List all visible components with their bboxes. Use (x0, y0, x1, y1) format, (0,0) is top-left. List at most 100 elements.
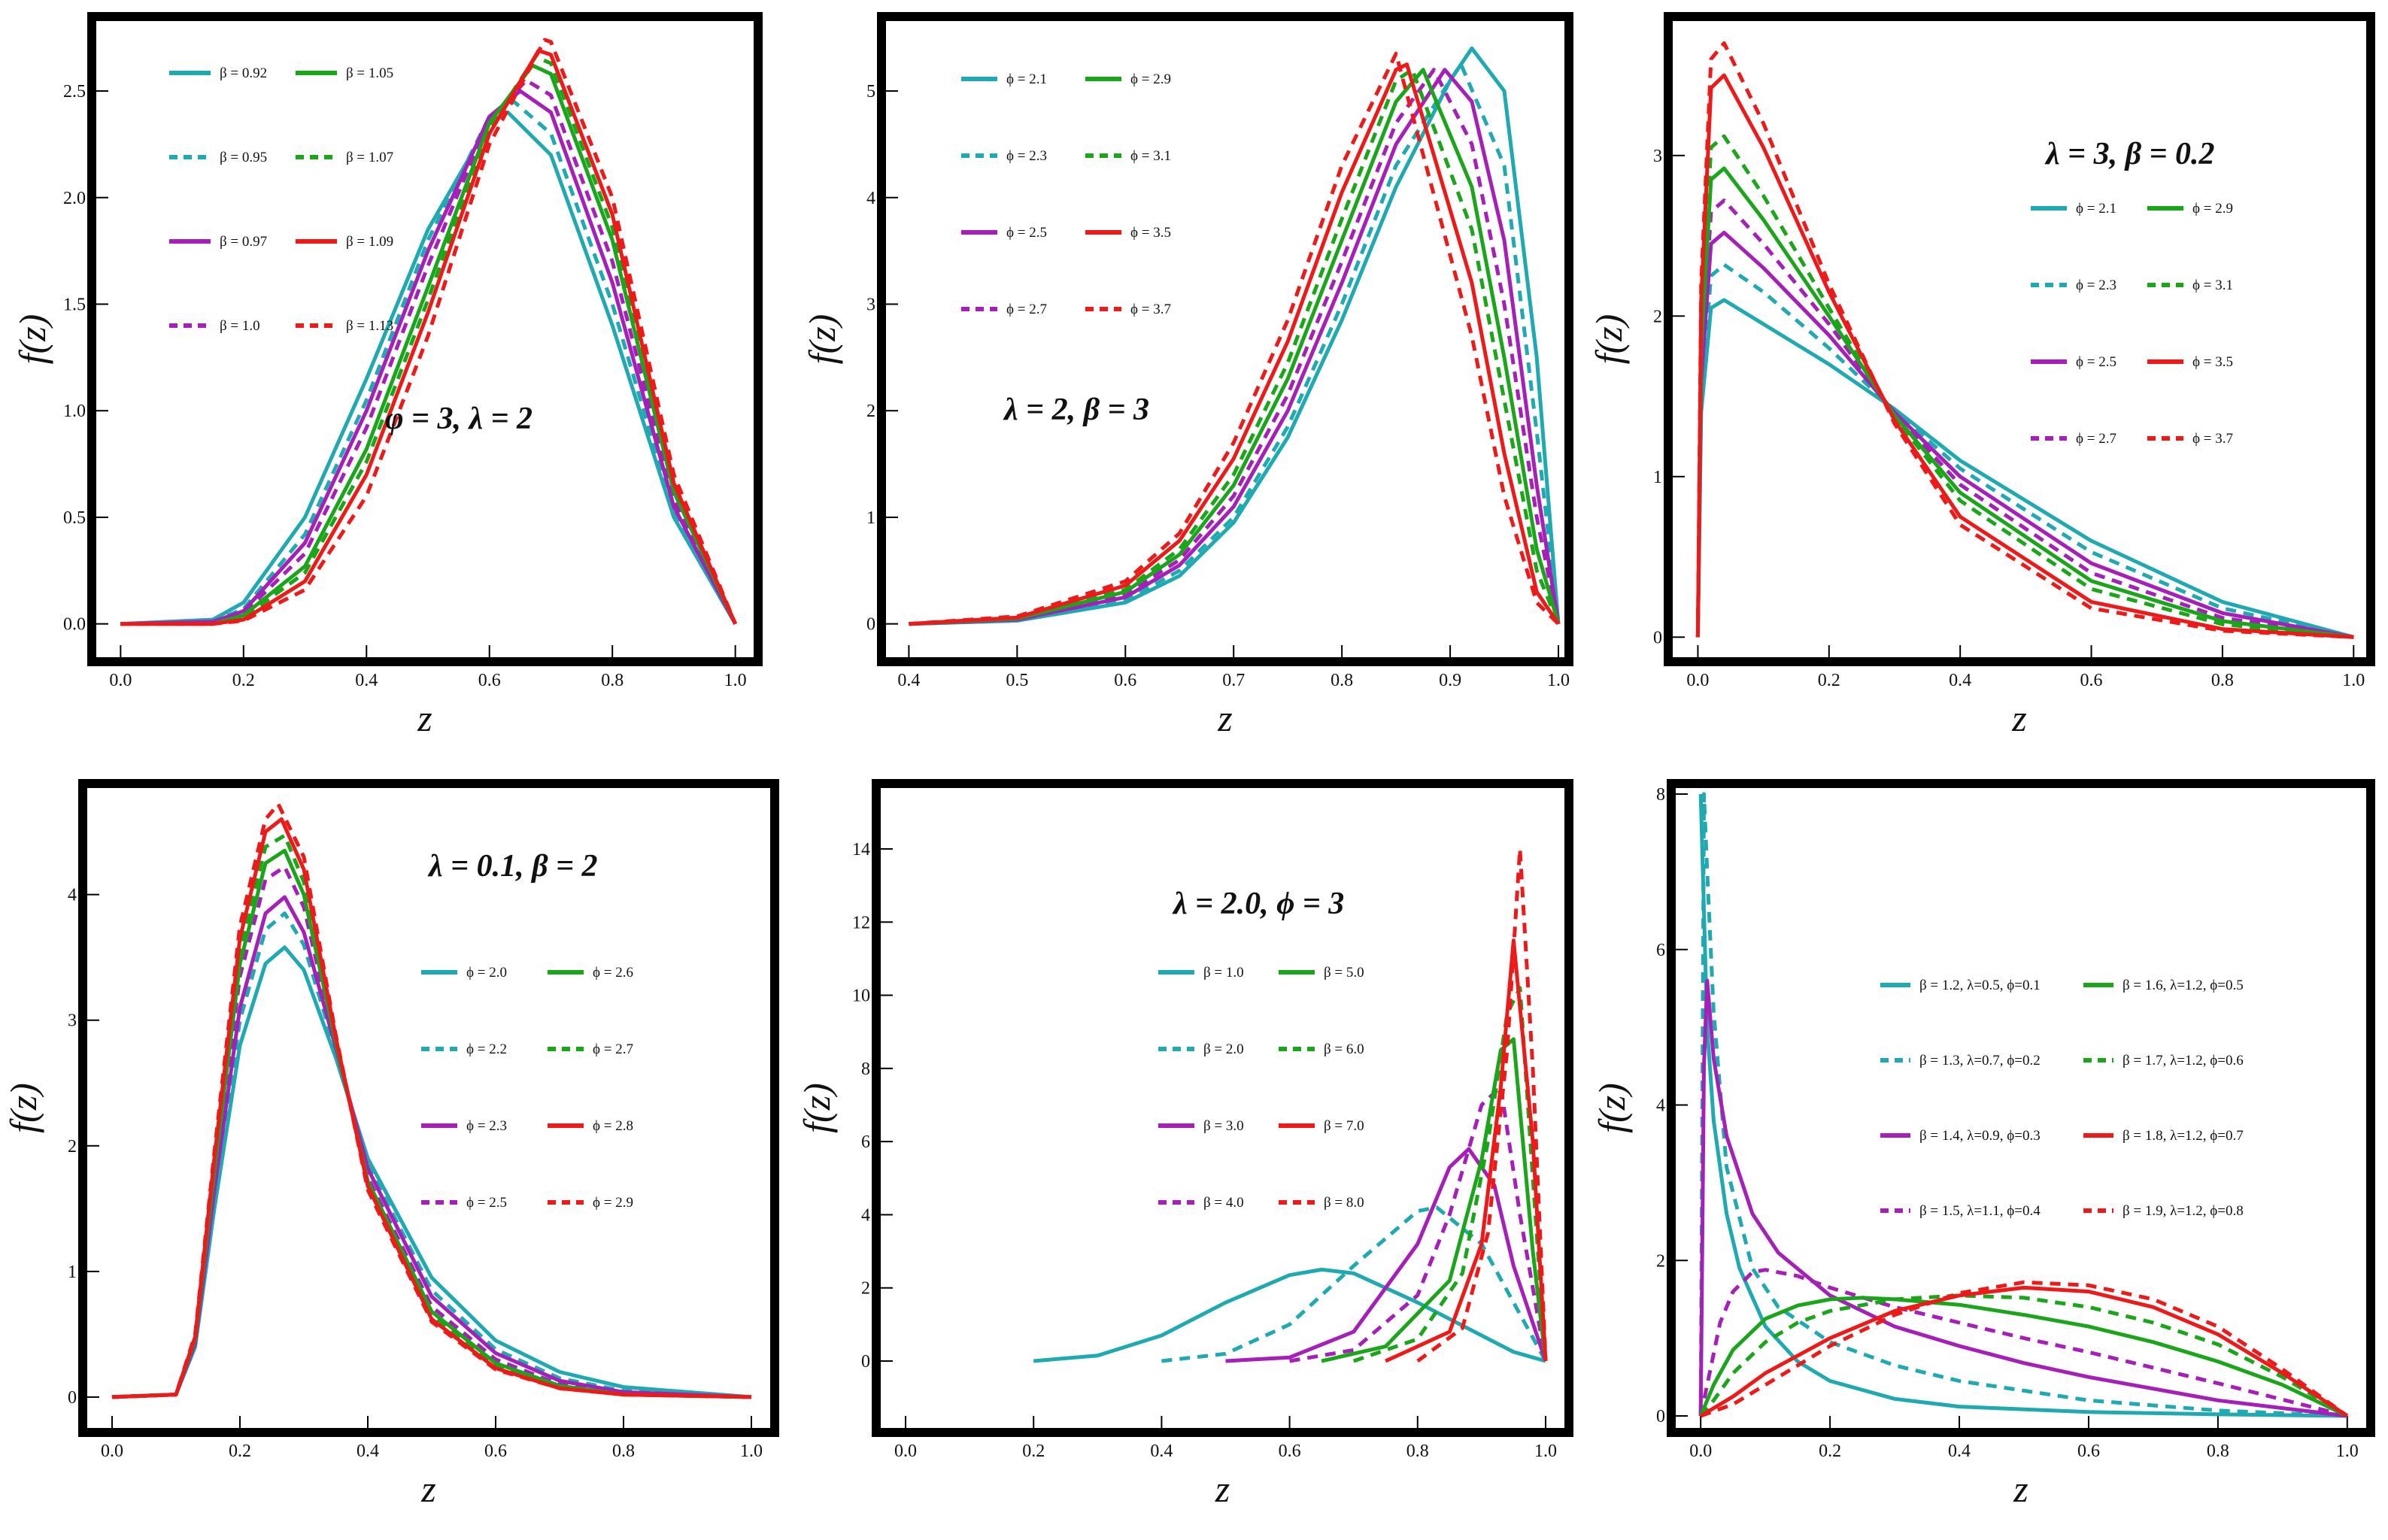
legend-label: ϕ = 3.5 (2192, 354, 2233, 370)
legend: β = 1.0 β = 2.0 β = 3.0 β = 4.0 β = 5.0 β = 6… (1158, 965, 1364, 1211)
panel-annotation: λ = 2, β = 3 (1003, 393, 1149, 427)
series-line-3 (909, 68, 1561, 626)
series-line-2 (111, 911, 752, 1399)
y-tick-label: 1 (68, 1263, 77, 1282)
legend-label: ϕ = 2.2 (466, 1041, 507, 1057)
series-line-2 (1695, 262, 2354, 639)
x-tick-label: 0.6 (2077, 1441, 2100, 1461)
x-tick-label: 0.6 (484, 1441, 507, 1461)
plot-frame (1667, 779, 2375, 1437)
legend-label: ϕ = 2.0 (466, 965, 507, 981)
legend-label: β = 6.0 (1324, 1041, 1364, 1057)
chart-panel-6: 0.0 0.2 0.4 0.6 0.8 1.0 0 2 4 6 8 z f(z) β = 1.2, λ=0… (1591, 779, 2375, 1510)
legend-label: ϕ = 2.1 (2076, 201, 2116, 217)
series-line-2 (909, 62, 1561, 626)
series-line-4 (111, 865, 752, 1399)
series-line-4 (1289, 1084, 1548, 1363)
series-line-5 (1321, 1037, 1548, 1363)
y-tick-label: 6 (861, 1132, 870, 1152)
x-tick-label: 0.6 (2080, 671, 2103, 690)
y-tick-label: 3 (1653, 147, 1662, 166)
y-tick-label: 2 (866, 402, 875, 421)
plot-frame (87, 12, 763, 666)
chart-panel-2: 0.4 0.5 0.6 0.7 0.8 0.9 1.0 0 1 2 3 4 5 z f(z) λ = 2, β… (801, 12, 1573, 739)
series-line-4 (909, 68, 1561, 626)
chart-panel-4: 0.0 0.2 0.4 0.6 0.8 1.0 0 1 2 3 4 z f(z) λ = 0.1, β =… (2, 779, 779, 1510)
legend-label: β = 8.0 (1324, 1195, 1364, 1211)
x-tick-label: 0.7 (1222, 671, 1245, 690)
y-tick-label: 4 (861, 1205, 870, 1225)
y-tick-label: 0 (1656, 1407, 1665, 1426)
x-tick-label: 0.2 (1819, 1441, 1841, 1461)
y-tick-label: 6 (1656, 941, 1665, 960)
x-tick-label: 1.0 (1547, 671, 1570, 690)
y-tick-label: 0.5 (63, 508, 86, 528)
x-tick-label: 0.6 (1114, 671, 1136, 690)
y-tick-label: 2.5 (63, 82, 86, 102)
y-axis-label: f(z) (2, 1083, 44, 1133)
y-axis-label: f(z) (801, 314, 843, 365)
y-tick-label: 0 (866, 615, 875, 635)
legend-label: ϕ = 2.8 (593, 1118, 633, 1134)
x-tick-label: 0.4 (357, 1441, 379, 1461)
y-tick-label: 2.0 (63, 189, 86, 208)
legend-label: β = 1.07 (346, 150, 393, 165)
legend-label: β = 1.0 (220, 318, 260, 334)
legend-label: β = 1.4, λ=0.9, ϕ=0.3 (1919, 1128, 2041, 1144)
x-tick-label: 0.8 (2207, 1441, 2229, 1461)
legend-label: β = 4.0 (1203, 1195, 1244, 1211)
plot-frame (1664, 12, 2375, 666)
x-tick-label: 0.4 (1150, 1441, 1173, 1461)
legend-label: ϕ = 3.1 (1130, 148, 1171, 164)
legend-label: ϕ = 2.9 (593, 1195, 633, 1211)
x-tick-label: 1.0 (2342, 671, 2365, 690)
x-tick-label: 1.0 (2336, 1441, 2359, 1461)
y-tick-label: 1.5 (63, 295, 86, 314)
legend-label: ϕ = 2.3 (466, 1118, 507, 1134)
y-tick-label: 2 (1653, 307, 1662, 326)
y-tick-label: 2 (861, 1279, 870, 1299)
series-line-1 (1033, 1267, 1546, 1363)
legend-label: ϕ = 3.7 (1130, 302, 1171, 317)
series-line-1 (111, 945, 752, 1399)
x-tick-label: 0.8 (601, 671, 624, 690)
legend-label: ϕ = 2.3 (2076, 277, 2116, 293)
legend-label: ϕ = 2.5 (2076, 354, 2116, 370)
y-tick-label: 0 (68, 1388, 77, 1408)
legend-label: β = 1.3, λ=0.7, ϕ=0.2 (1919, 1053, 2041, 1069)
legend-label: β = 1.2, λ=0.5, ϕ=0.1 (1919, 978, 2041, 993)
x-tick-label: 0.2 (1818, 671, 1840, 690)
y-tick-label: 0 (861, 1352, 870, 1372)
x-tick-label: 0.8 (1406, 1441, 1429, 1461)
legend-label: β = 1.09 (346, 234, 393, 250)
y-tick-label: 1.0 (63, 402, 86, 421)
x-tick-label: 0.0 (1686, 671, 1709, 690)
series-line-5 (909, 68, 1561, 626)
series-line-1 (120, 110, 737, 626)
series-line-3 (1698, 978, 2348, 1418)
legend-label: β = 0.92 (220, 65, 267, 81)
y-tick-label: 5 (866, 82, 875, 102)
x-tick-label: 0.0 (1689, 1441, 1712, 1461)
legend-label: ϕ = 2.3 (1006, 148, 1047, 164)
x-tick-label: 0.2 (229, 1441, 251, 1461)
series-line-8 (909, 51, 1560, 626)
series-line-8 (1695, 41, 2354, 639)
series-line-7 (1695, 73, 2354, 639)
y-tick-label: 2 (68, 1137, 77, 1157)
series-line-8 (1416, 847, 1548, 1363)
panel-annotation: λ = 3, β = 0.2 (2044, 137, 2215, 171)
legend: β = 1.2, λ=0.5, ϕ=0.1 β = 1.3, λ=0.7, ϕ=0… (1880, 978, 2244, 1219)
legend-label: β = 1.7, λ=1.2, ϕ=0.6 (2122, 1053, 2244, 1069)
y-tick-label: 4 (1656, 1096, 1665, 1116)
y-axis-label: f(z) (796, 1083, 838, 1133)
y-tick-label: 12 (852, 913, 870, 932)
y-axis-label: f(z) (1588, 314, 1630, 365)
series-line-6 (909, 68, 1561, 626)
legend-label: ϕ = 2.7 (593, 1041, 633, 1057)
legend-label: β = 0.95 (220, 150, 267, 165)
series-line-3 (120, 89, 737, 626)
x-axis-label: z (2011, 697, 2026, 739)
series-line-8 (120, 38, 738, 626)
